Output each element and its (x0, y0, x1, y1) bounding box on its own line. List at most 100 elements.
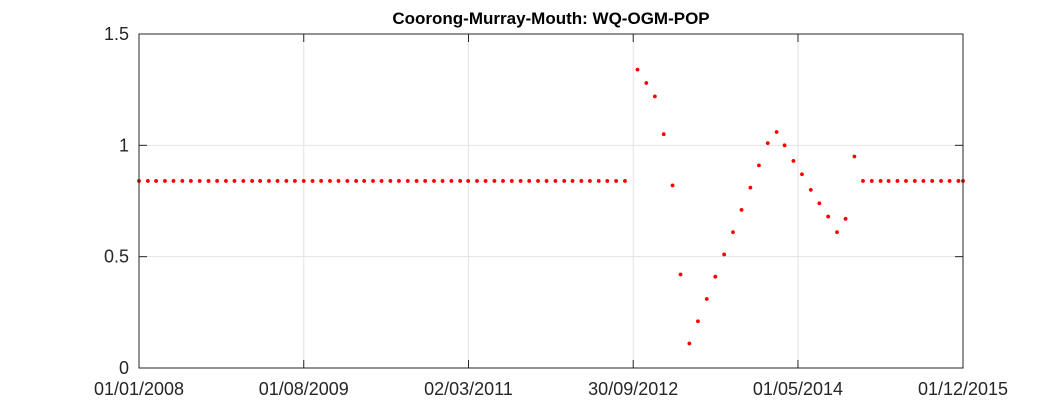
data-point (623, 179, 627, 183)
data-point (171, 179, 176, 183)
data-point (405, 179, 410, 183)
y-axis-tick-labels: 0 0.5 1 1.5 (104, 24, 129, 378)
data-point (635, 67, 640, 72)
data-point (895, 179, 900, 183)
data-point (458, 179, 463, 183)
data-point (886, 179, 891, 183)
data-point (483, 179, 488, 183)
data-point (562, 179, 567, 183)
data-point (670, 183, 675, 188)
x-tick-label: 01/12/2015 (918, 379, 1008, 399)
data-point (492, 179, 497, 183)
x-tick-label: 01/05/2014 (753, 379, 843, 399)
data-point (808, 187, 813, 192)
x-tick-label: 02/03/2011 (424, 379, 513, 399)
data-point (501, 179, 505, 183)
data-point (423, 179, 428, 183)
data-point (930, 179, 935, 183)
y-tick-label: 1 (119, 135, 129, 155)
data-point (757, 163, 761, 168)
data-point (371, 179, 375, 183)
y-tick-label: 0 (119, 358, 129, 378)
data-point (544, 179, 549, 183)
data-point (912, 179, 917, 183)
plot-background (139, 34, 963, 368)
data-point (570, 179, 575, 183)
data-point (921, 179, 926, 183)
data-point (722, 252, 727, 257)
data-point (644, 81, 649, 85)
data-point (301, 179, 306, 183)
data-point (163, 179, 167, 183)
x-tick-label: 01/01/2008 (94, 379, 184, 399)
data-point (336, 179, 341, 183)
data-point (224, 179, 228, 183)
data-point (388, 179, 393, 183)
data-point (250, 179, 255, 183)
data-point (206, 179, 211, 183)
data-point (154, 179, 159, 183)
data-point (748, 185, 753, 190)
data-point (939, 179, 943, 183)
data-point (319, 179, 324, 183)
data-point (379, 179, 384, 183)
data-point (466, 179, 471, 183)
data-point (661, 132, 666, 137)
data-point (852, 154, 857, 159)
data-point (354, 179, 359, 183)
data-point (904, 179, 908, 183)
plot-frame (138, 33, 964, 369)
data-point (536, 179, 540, 183)
data-point (861, 179, 865, 183)
data-point (275, 179, 280, 183)
data-point (293, 179, 297, 183)
x-axis-tick-labels: 01/01/2008 01/08/2009 02/03/2011 30/09/2012… (94, 379, 1008, 399)
data-point (765, 141, 770, 146)
x-tick-label: 01/08/2009 (259, 379, 349, 399)
data-point (345, 179, 350, 183)
data-point (310, 179, 315, 183)
data-point (553, 179, 558, 183)
data-point (258, 179, 263, 183)
data-point (687, 341, 692, 346)
data-point (826, 214, 831, 219)
data-point (835, 230, 839, 235)
data-point (782, 143, 787, 148)
data-point (605, 179, 610, 183)
data-point (145, 179, 150, 183)
data-point (440, 179, 445, 183)
grid (139, 34, 963, 368)
data-point (414, 179, 419, 183)
data-point (449, 179, 454, 183)
data-point (241, 179, 246, 183)
data-point (518, 179, 523, 183)
data-point (475, 179, 479, 183)
chart-title: Coorong-Murray-Mouth: WQ-OGM-POP (392, 9, 709, 28)
data-point (956, 179, 961, 183)
data-points (137, 67, 965, 346)
data-point (215, 179, 219, 183)
data-point (328, 179, 332, 183)
data-point (509, 179, 514, 183)
data-point (197, 179, 202, 183)
data-point (284, 179, 289, 183)
data-point (774, 130, 779, 134)
data-point (696, 319, 700, 324)
data-point (232, 179, 237, 183)
data-point (362, 179, 367, 183)
data-point (800, 172, 804, 177)
data-point (614, 179, 619, 183)
data-point (267, 179, 271, 183)
data-point (397, 179, 401, 183)
data-point (704, 297, 709, 301)
data-point (527, 179, 532, 183)
y-tick-label: 1.5 (104, 24, 129, 44)
data-point (713, 274, 718, 279)
data-point (652, 94, 657, 99)
data-point (947, 179, 952, 183)
data-point (579, 179, 584, 183)
data-point (817, 201, 822, 206)
data-point (180, 179, 185, 183)
axis-ticks (138, 33, 964, 369)
